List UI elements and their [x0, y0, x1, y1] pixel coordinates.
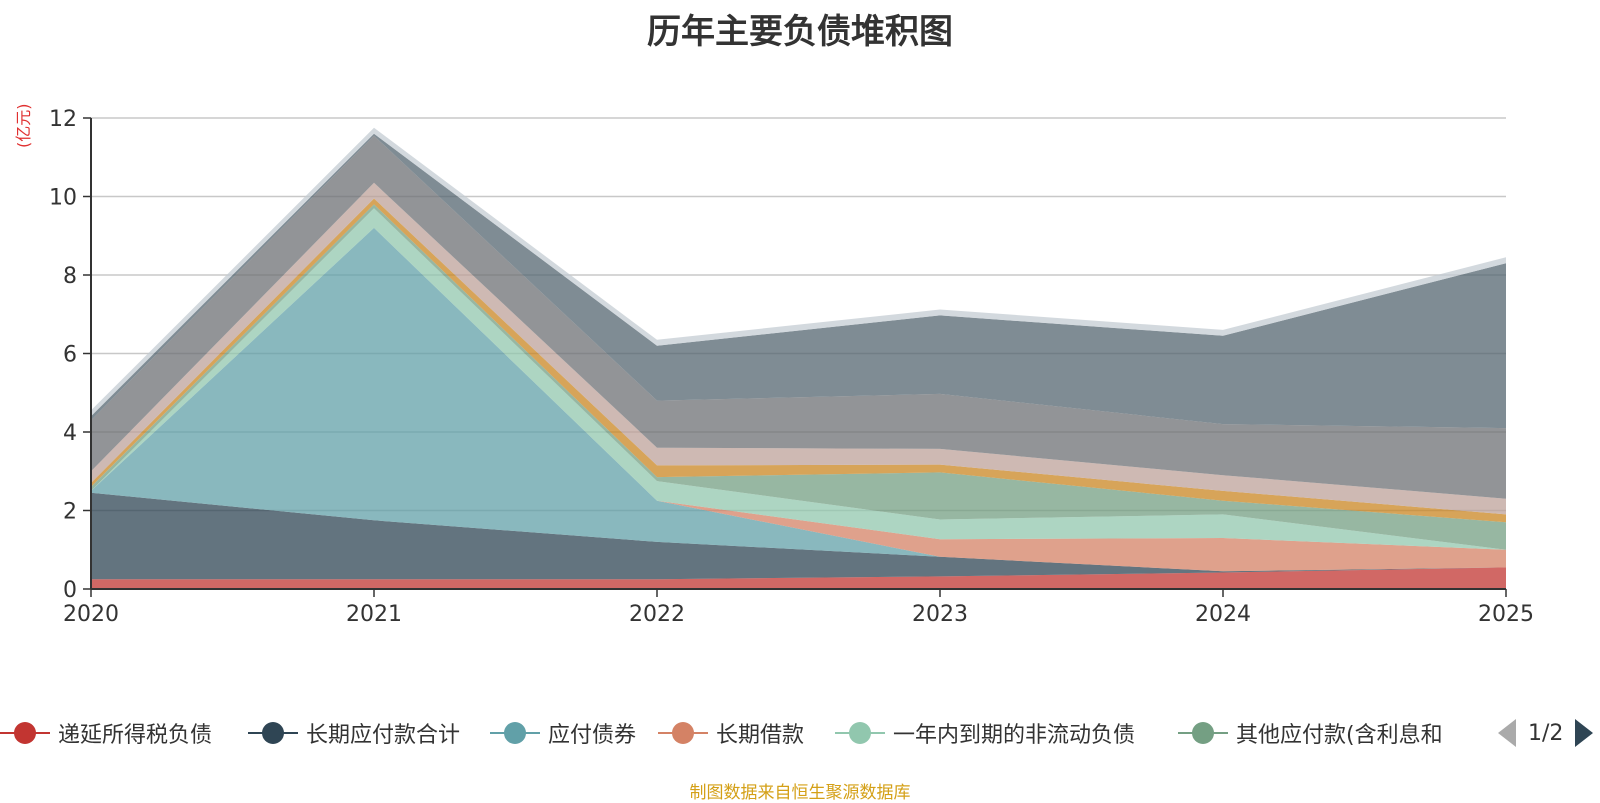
legend-label: 一年内到期的非流动负债: [893, 723, 1136, 748]
legend: 递延所得税负债 长期应付款合计 应付债券 长期借款 一年内到期的非流动负债 其他应付款(含…: [0, 716, 1600, 750]
area-series-4: [91, 208, 1506, 550]
legend-item[interactable]: 长期应付款合计: [248, 716, 460, 750]
legend-page-indicator: 1/2: [1528, 720, 1564, 746]
area-series-2: [91, 227, 1506, 572]
legend-marker-icon: [248, 721, 298, 745]
source-note: 制图数据来自恒生聚源数据库: [689, 783, 911, 803]
area-series-8: [91, 135, 1506, 499]
x-tick-label: 2025: [1478, 602, 1534, 627]
legend-marker-icon: [658, 721, 708, 745]
legend-pager: 1/2: [1498, 716, 1594, 750]
area-series-5: [91, 204, 1506, 550]
legend-item[interactable]: 应付债券: [490, 716, 636, 750]
stacked-areas: [91, 127, 1506, 589]
legend-label: 应付债券: [548, 723, 637, 748]
y-tick-label: 2: [63, 500, 77, 525]
legend-marker-icon: [490, 721, 540, 745]
area-series-9: [91, 133, 1506, 429]
legend-marker-icon: [1178, 721, 1228, 745]
legend-marker-icon: [835, 721, 885, 745]
legend-prev-page-icon[interactable]: [1498, 719, 1516, 747]
legend-marker-icon: [0, 721, 50, 745]
area-series-0: [91, 567, 1506, 589]
y-tick-label: 8: [63, 264, 77, 289]
area-series-1: [91, 492, 1506, 580]
legend-label: 长期借款: [716, 723, 805, 748]
legend-item[interactable]: 其他应付款(含利息和: [1178, 716, 1443, 750]
y-tick-label: 12: [49, 107, 77, 132]
legend-item[interactable]: 一年内到期的非流动负债: [835, 716, 1135, 750]
x-tick-label: 2022: [629, 602, 685, 627]
y-axis-unit-label: (亿元): [14, 103, 33, 149]
x-tick-label: 2020: [63, 602, 119, 627]
x-tick-label: 2023: [912, 602, 968, 627]
legend-label: 其他应付款(含利息和: [1236, 723, 1443, 748]
legend-item[interactable]: 长期借款: [658, 716, 804, 750]
axes: 0 2 4 6 8 10 12 2020 2021 2022 2023 2024 2025: [49, 107, 1534, 627]
chart-title: 历年主要负债堆积图: [647, 12, 953, 52]
y-tick-label: 10: [49, 186, 77, 211]
legend-item[interactable]: 递延所得税负债: [0, 716, 212, 750]
y-tick-label: 4: [63, 421, 77, 446]
x-tick-label: 2021: [346, 602, 402, 627]
y-tick-label: 6: [63, 343, 77, 368]
y-tick-label: 0: [63, 578, 77, 603]
x-tick-label: 2024: [1195, 602, 1251, 627]
legend-next-page-icon[interactable]: [1575, 719, 1594, 747]
legend-label: 长期应付款合计: [306, 723, 461, 748]
legend-label: 递延所得税负债: [58, 723, 213, 748]
